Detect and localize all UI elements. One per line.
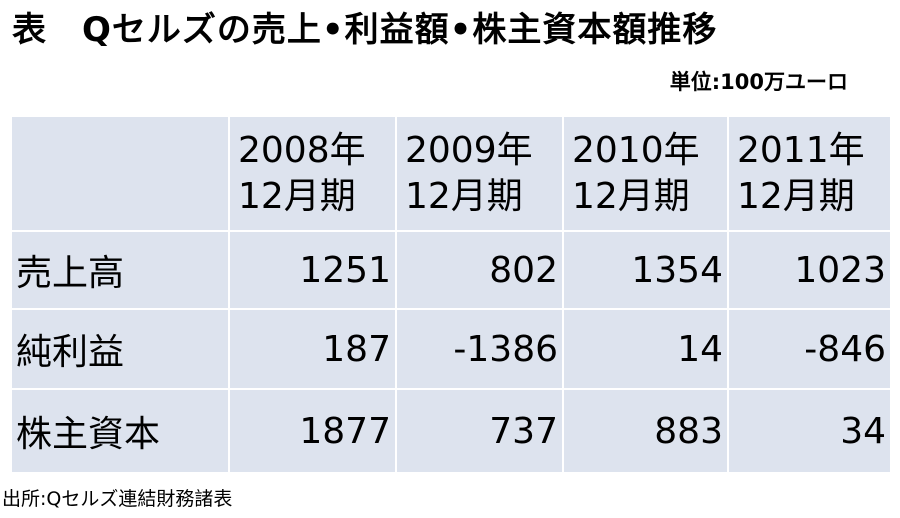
corner-cell — [10, 115, 230, 232]
column-header-line: 12月期 — [572, 175, 690, 217]
data-row: 株主資本 1877 737 883 34 — [10, 388, 892, 474]
value-cell: 14 — [562, 308, 729, 390]
column-header-line: 2010年 — [572, 129, 700, 171]
value-cell: 34 — [727, 388, 892, 474]
column-header-line: 12月期 — [737, 175, 855, 217]
data-table: 2008年 12月期 2009年 12月期 2010年 12月期 2011年 12月期 売上高 1… — [10, 115, 892, 474]
row-label: 純利益 — [10, 308, 230, 390]
column-header-line: 2008年 — [238, 129, 366, 171]
column-header: 2011年 12月期 — [727, 115, 892, 232]
source-note: 出所:Qセルズ連結財務諸表 — [2, 488, 233, 510]
value-cell: 737 — [395, 388, 564, 474]
header-row: 2008年 12月期 2009年 12月期 2010年 12月期 2011年 12月期 — [10, 115, 892, 232]
value-cell: -1386 — [395, 308, 564, 390]
value-cell: 883 — [562, 388, 729, 474]
value-cell: 1251 — [228, 230, 397, 310]
column-header: 2008年 12月期 — [228, 115, 397, 232]
value-cell: 1354 — [562, 230, 729, 310]
column-header: 2009年 12月期 — [395, 115, 564, 232]
column-header-line: 2011年 — [737, 129, 865, 171]
value-cell: 187 — [228, 308, 397, 390]
value-cell: 1877 — [228, 388, 397, 474]
column-header-line: 12月期 — [238, 175, 356, 217]
column-header: 2010年 12月期 — [562, 115, 729, 232]
row-label: 株主資本 — [10, 388, 230, 474]
value-cell: 802 — [395, 230, 564, 310]
data-row: 売上高 1251 802 1354 1023 — [10, 230, 892, 310]
column-header-line: 12月期 — [405, 175, 523, 217]
column-header-line: 2009年 — [405, 129, 533, 171]
title: 表 Qセルズの売上•利益額•株主資本額推移 — [12, 10, 718, 50]
row-label: 売上高 — [10, 230, 230, 310]
value-cell: -846 — [727, 308, 892, 390]
unit-note: 単位:100万ユーロ — [669, 70, 848, 94]
value-cell: 1023 — [727, 230, 892, 310]
data-row: 純利益 187 -1386 14 -846 — [10, 308, 892, 390]
